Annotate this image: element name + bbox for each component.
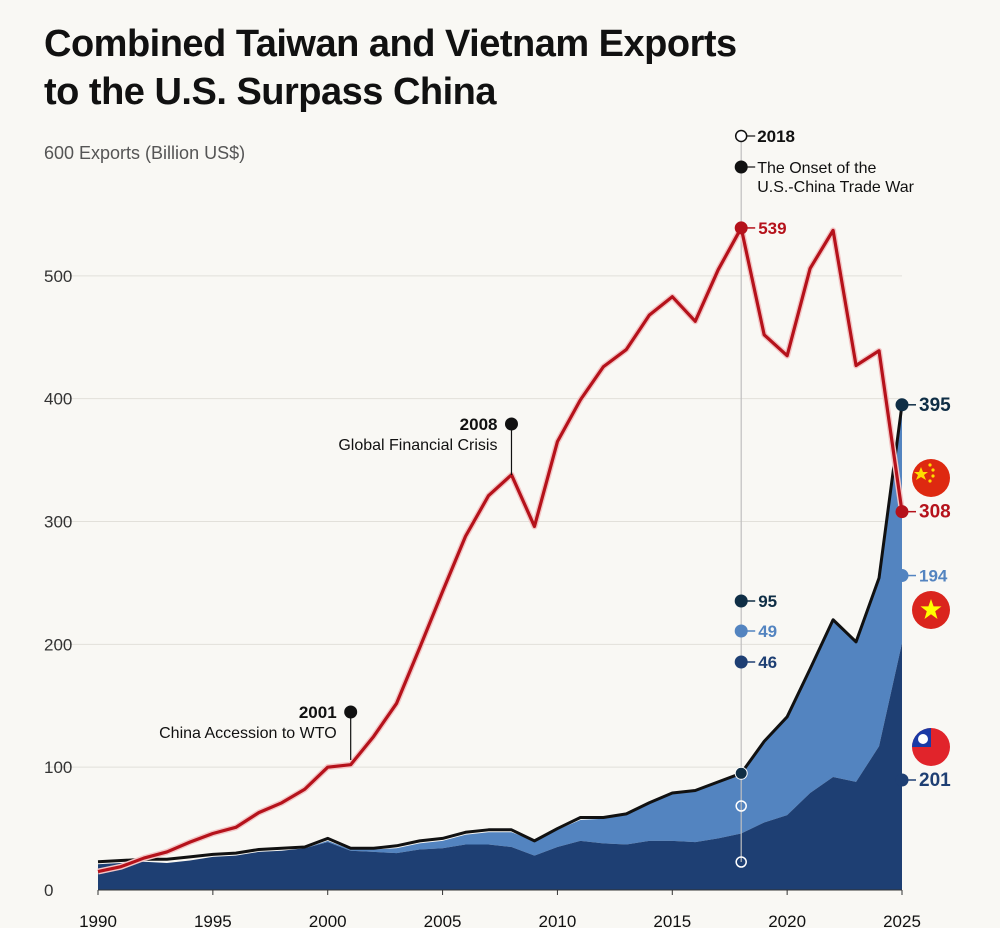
trade-war-marker <box>734 160 748 174</box>
x-tick-label-2000: 2000 <box>309 912 347 928</box>
china-2018-value-marker <box>734 221 748 235</box>
taiwan-area <box>98 643 902 890</box>
vietnam-2018-point <box>735 800 747 812</box>
taiwan-2018-value-marker <box>734 655 748 669</box>
china-flag <box>912 459 950 497</box>
y-tick-label-0: 0 <box>44 881 53 900</box>
y-tick-label-400: 400 <box>44 390 72 409</box>
y-tick-label-100: 100 <box>44 758 72 777</box>
chart-title-line-2: to the U.S. Surpass China <box>44 71 497 113</box>
china-flag-small-star <box>928 463 932 467</box>
x-tick-label-2015: 2015 <box>653 912 691 928</box>
trade-war-annotation-line-1: The Onset of the <box>757 160 876 177</box>
china-flag-small-star <box>931 474 935 478</box>
gfc-year-label: 2008 <box>460 415 498 434</box>
trade-war-year-label: 2018 <box>757 127 795 146</box>
trade-war-year-marker <box>734 129 748 143</box>
combined-line <box>97 404 904 864</box>
x-tick-label-1995: 1995 <box>194 912 232 928</box>
x-tick-label-2010: 2010 <box>539 912 577 928</box>
taiwan-flag <box>912 728 950 766</box>
china-2025-value-marker <box>895 505 909 519</box>
china-line <box>97 226 904 874</box>
x-tick-label-2025: 2025 <box>883 912 921 928</box>
x-tick-label-1990: 1990 <box>79 912 117 928</box>
y-tick-label-500: 500 <box>44 267 72 286</box>
vietnam-2025-value-marker <box>895 569 909 583</box>
taiwan-2018-value-label: 46 <box>758 653 777 672</box>
combined-2018-value-marker <box>734 594 748 608</box>
chart-title: Combined Taiwan and Vietnam Exports to t… <box>44 20 737 116</box>
china-2025-value-label: 308 <box>919 502 951 523</box>
wto-marker <box>344 705 358 719</box>
y-tick-label-200: 200 <box>44 635 72 654</box>
combined-2025-value-marker <box>895 398 909 412</box>
vietnam-area <box>98 404 902 865</box>
vietnam-flag <box>912 591 950 629</box>
china-2018-value-label: 539 <box>758 219 786 238</box>
taiwan-2025-value-label: 201 <box>919 770 951 791</box>
chart-title-line-1: Combined Taiwan and Vietnam Exports <box>44 23 737 65</box>
taiwan-flag-sun <box>918 734 928 744</box>
china-flag-small-star <box>931 468 935 472</box>
combined-2018-value-label: 95 <box>758 592 777 611</box>
y-tick-label-300: 300 <box>44 513 72 532</box>
vietnam-2025-value-label: 194 <box>919 567 948 586</box>
taiwan-2025-value-marker <box>895 773 909 787</box>
trade-war-annotation-line-2: U.S.-China Trade War <box>757 179 914 196</box>
vietnam-2018-value-marker <box>734 624 748 638</box>
gfc-annotation-text: Global Financial Crisis <box>338 437 497 454</box>
x-tick-label-2005: 2005 <box>424 912 462 928</box>
wto-year-label: 2001 <box>299 703 337 722</box>
vietnam-2018-value-label: 49 <box>758 622 777 641</box>
vietnam-flag-star <box>920 599 942 619</box>
china-flag-small-star <box>928 479 932 483</box>
y-axis-label: 600 Exports (Billion US$) <box>44 143 245 163</box>
combined-2025-value-label: 395 <box>919 395 951 416</box>
x-tick-label-2020: 2020 <box>768 912 806 928</box>
gfc-marker <box>504 417 518 431</box>
china-flag-big-star <box>914 467 928 480</box>
combined-2018-point <box>734 766 748 780</box>
taiwan-2018-point <box>735 856 747 868</box>
wto-annotation-text: China Accession to WTO <box>159 725 337 742</box>
